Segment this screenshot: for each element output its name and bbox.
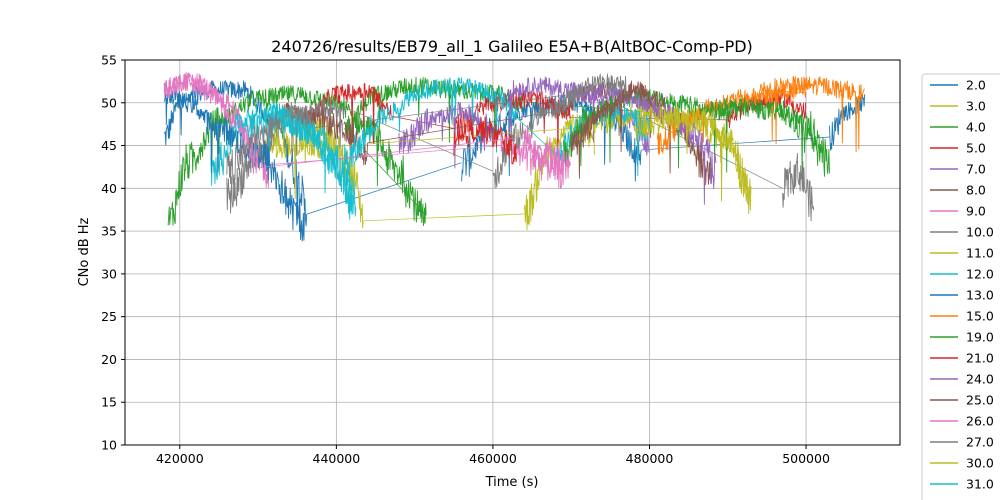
series-trace <box>570 73 627 104</box>
y-tick-label: 50 <box>101 95 117 110</box>
series-30.0 <box>633 106 748 202</box>
series-trace <box>633 106 748 202</box>
series-24.0 <box>570 81 717 205</box>
series-trace <box>398 101 494 169</box>
plot-frame <box>124 59 901 446</box>
series-26.0 <box>163 72 572 186</box>
legend-label: 25.0 <box>966 393 994 408</box>
series-trace <box>453 116 517 165</box>
legend-label: 26.0 <box>966 414 994 429</box>
legend-label: 10.0 <box>966 225 994 240</box>
series-31.0 <box>234 102 353 220</box>
series-lines <box>163 72 866 242</box>
x-tick-label: 480000 <box>626 451 674 466</box>
series-gap-connector <box>343 162 357 209</box>
legend-label: 7.0 <box>966 162 986 177</box>
series-13.0 <box>163 84 306 242</box>
axis-ticks: 420000 440000 460000 480000 500000 10 15 20 25 30… <box>101 53 830 467</box>
legend-label: 13.0 <box>966 288 994 303</box>
series-trace <box>782 152 815 222</box>
series-trace <box>758 75 865 153</box>
legend-label: 5.0 <box>966 141 986 156</box>
x-tick-label: 420000 <box>156 451 204 466</box>
series-25.0 <box>570 80 666 179</box>
y-tick-label: 20 <box>101 352 117 367</box>
series-gap-connector <box>367 110 556 144</box>
series-trace <box>234 102 353 220</box>
legend-label: 8.0 <box>966 183 986 198</box>
series-21.0 <box>453 116 517 165</box>
legend-label: 24.0 <box>966 372 994 387</box>
series-27.0 <box>226 73 627 185</box>
legend-label: 30.0 <box>966 456 994 471</box>
legend-label: 31.0 <box>966 477 994 492</box>
x-tick-label: 440000 <box>313 451 361 466</box>
series-trace <box>163 84 306 242</box>
legend-label: 11.0 <box>966 246 994 261</box>
series-trace <box>570 81 717 205</box>
legend-box <box>921 73 1000 500</box>
series-trace <box>226 101 314 185</box>
legend-label: 19.0 <box>966 330 994 345</box>
series-gap-connector <box>391 115 454 129</box>
legend-label: 9.0 <box>966 204 986 219</box>
chart-title: 240726/results/EB79_all_1 Galileo E5A+B(… <box>271 37 753 57</box>
series-trace <box>523 124 572 186</box>
series-gap-connector <box>258 136 525 169</box>
series-gap-connector <box>578 84 783 189</box>
x-axis-label: Time (s) <box>485 475 539 490</box>
y-tick-label: 35 <box>101 224 117 239</box>
y-tick-label: 40 <box>101 181 117 196</box>
series-gap-connector <box>343 128 427 216</box>
series-gap-connector <box>269 145 501 165</box>
legend-label: 3.0 <box>966 99 986 114</box>
series-trace <box>829 93 866 151</box>
y-tick-label: 30 <box>101 266 117 281</box>
series-trace <box>163 72 259 174</box>
series-trace <box>570 80 666 179</box>
x-tick-label: 500000 <box>782 451 830 466</box>
legend-label: 2.0 <box>966 78 986 93</box>
legend-label: 27.0 <box>966 435 994 450</box>
y-tick-label: 45 <box>101 138 117 153</box>
y-axis-label: CNo dB Hz <box>77 217 92 286</box>
legend-label: 15.0 <box>966 309 994 324</box>
legend-label: 4.0 <box>966 120 986 135</box>
y-tick-label: 10 <box>101 438 117 453</box>
y-tick-label: 55 <box>101 53 117 68</box>
series-gap-connector <box>363 213 525 222</box>
series-15.0 <box>656 75 865 155</box>
y-tick-label: 25 <box>101 309 117 324</box>
series-gap-connector <box>312 93 572 129</box>
legend-label: 21.0 <box>966 351 994 366</box>
legend: 2.0 3.0 4.0 5.0 7.0 8.0 9.0 10.0 11.0 12.0 13.0 15.… <box>921 73 1000 500</box>
series-gap-connector <box>344 106 494 172</box>
series-trace <box>656 81 807 155</box>
series-10.0 <box>226 84 815 222</box>
series-trace <box>343 77 517 176</box>
series-gap-connector <box>306 162 462 215</box>
x-tick-label: 460000 <box>469 451 517 466</box>
y-tick-label: 15 <box>101 395 117 410</box>
legend-label: 12.0 <box>966 267 994 282</box>
